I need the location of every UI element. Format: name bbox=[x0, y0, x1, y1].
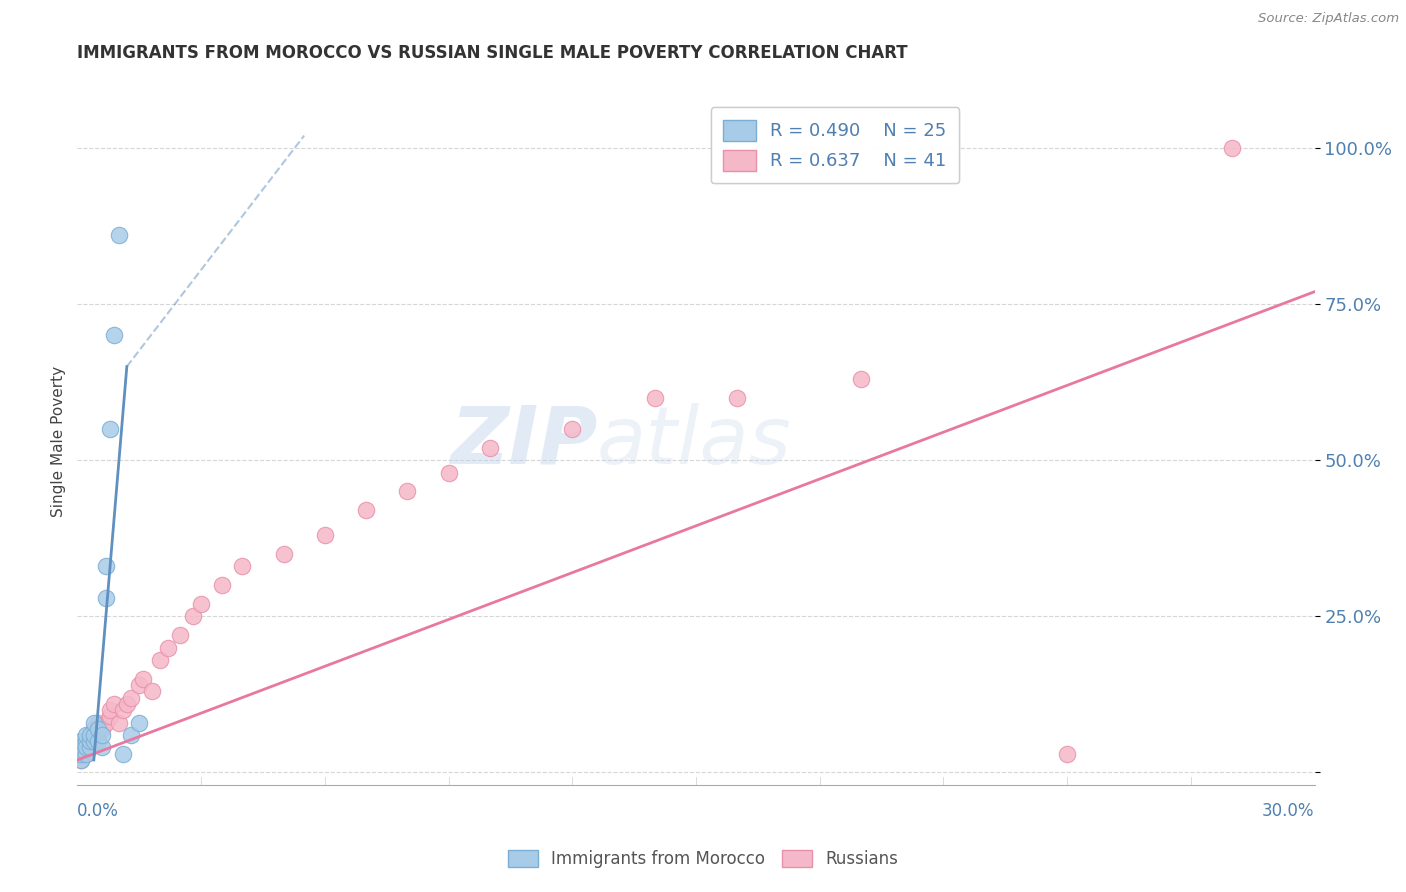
Point bbox=[83, 715, 105, 730]
Point bbox=[87, 722, 110, 736]
Point bbox=[149, 653, 172, 667]
Point bbox=[79, 728, 101, 742]
Point bbox=[75, 740, 97, 755]
Point bbox=[83, 728, 105, 742]
Text: Source: ZipAtlas.com: Source: ZipAtlas.com bbox=[1258, 12, 1399, 25]
Point bbox=[181, 609, 204, 624]
Point bbox=[103, 697, 125, 711]
Point bbox=[75, 747, 97, 761]
Point bbox=[190, 597, 212, 611]
Point bbox=[91, 722, 114, 736]
Point bbox=[96, 559, 118, 574]
Point bbox=[75, 747, 97, 761]
Point bbox=[98, 709, 121, 723]
Point bbox=[70, 747, 93, 761]
Point bbox=[83, 734, 105, 748]
Point bbox=[132, 672, 155, 686]
Point bbox=[273, 547, 295, 561]
Point bbox=[79, 740, 101, 755]
Point bbox=[87, 728, 110, 742]
Point bbox=[111, 703, 134, 717]
Point bbox=[79, 734, 101, 748]
Point bbox=[115, 697, 138, 711]
Point bbox=[107, 228, 129, 243]
Point bbox=[354, 503, 377, 517]
Point bbox=[231, 559, 253, 574]
Point bbox=[98, 422, 121, 436]
Point bbox=[478, 441, 501, 455]
Text: 30.0%: 30.0% bbox=[1263, 802, 1315, 820]
Point bbox=[83, 722, 105, 736]
Point bbox=[644, 391, 666, 405]
Point bbox=[120, 690, 142, 705]
Point bbox=[79, 728, 101, 742]
Point bbox=[128, 678, 150, 692]
Point bbox=[107, 715, 129, 730]
Point bbox=[111, 747, 134, 761]
Point bbox=[87, 734, 110, 748]
Point bbox=[1220, 141, 1243, 155]
Legend: Immigrants from Morocco, Russians: Immigrants from Morocco, Russians bbox=[501, 843, 905, 875]
Point bbox=[725, 391, 748, 405]
Point bbox=[98, 703, 121, 717]
Point bbox=[70, 740, 93, 755]
Point bbox=[103, 328, 125, 343]
Point bbox=[91, 740, 114, 755]
Point bbox=[96, 715, 118, 730]
Point bbox=[1056, 747, 1078, 761]
Legend: R = 0.490    N = 25, R = 0.637    N = 41: R = 0.490 N = 25, R = 0.637 N = 41 bbox=[710, 107, 959, 183]
Point bbox=[87, 715, 110, 730]
Text: atlas: atlas bbox=[598, 402, 792, 481]
Point bbox=[75, 734, 97, 748]
Point bbox=[141, 684, 163, 698]
Point bbox=[79, 740, 101, 755]
Point bbox=[91, 728, 114, 742]
Point bbox=[169, 628, 191, 642]
Point bbox=[437, 466, 460, 480]
Point bbox=[120, 728, 142, 742]
Point bbox=[83, 734, 105, 748]
Point bbox=[75, 734, 97, 748]
Point bbox=[70, 753, 93, 767]
Point bbox=[314, 528, 336, 542]
Point bbox=[75, 728, 97, 742]
Text: ZIP: ZIP bbox=[450, 402, 598, 481]
Point bbox=[96, 591, 118, 605]
Y-axis label: Single Male Poverty: Single Male Poverty bbox=[51, 366, 66, 517]
Point bbox=[561, 422, 583, 436]
Point bbox=[157, 640, 180, 655]
Point bbox=[70, 753, 93, 767]
Point bbox=[211, 578, 233, 592]
Text: 0.0%: 0.0% bbox=[77, 802, 120, 820]
Point bbox=[849, 372, 872, 386]
Point bbox=[70, 734, 93, 748]
Point bbox=[396, 484, 419, 499]
Point bbox=[128, 715, 150, 730]
Text: IMMIGRANTS FROM MOROCCO VS RUSSIAN SINGLE MALE POVERTY CORRELATION CHART: IMMIGRANTS FROM MOROCCO VS RUSSIAN SINGL… bbox=[77, 44, 908, 62]
